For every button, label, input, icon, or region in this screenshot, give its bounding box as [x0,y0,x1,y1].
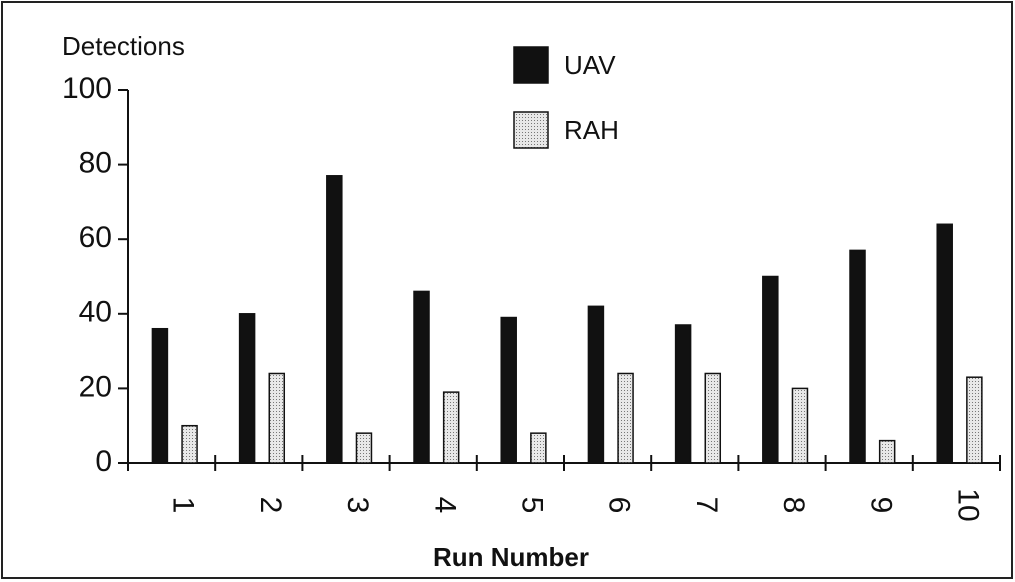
x-tick-label: 10 [951,488,984,521]
bar [355,432,373,464]
bar [151,327,169,464]
bar [238,313,256,464]
bar [413,290,430,464]
x-tick-label: 6 [603,497,636,514]
bar [326,175,343,464]
legend-label: UAV [564,50,616,80]
legend-swatch [513,111,549,149]
y-tick-label: 40 [79,296,112,329]
bar [268,372,286,464]
bar [181,424,198,464]
x-tick-label: 4 [428,497,461,514]
bar [878,439,896,464]
bar [704,372,722,464]
bar [442,391,460,464]
x-tick-label: 3 [341,497,374,514]
bar [587,305,605,464]
y-axis-label: Detections [62,31,185,61]
bar [966,376,983,464]
bar [936,223,953,464]
bar [674,324,692,464]
x-tick-label: 8 [777,497,810,514]
legend-label: RAH [564,115,619,145]
bar [762,275,779,464]
y-tick-label: 100 [62,72,112,105]
x-tick-label: 1 [167,497,200,514]
bar [530,432,547,464]
y-tick-label: 20 [79,370,112,403]
y-tick-label: 60 [79,221,112,254]
bar [791,387,809,464]
x-tick-label: 7 [690,497,723,514]
x-tick-label: 2 [254,497,287,514]
bar [849,249,866,464]
y-tick-label: 0 [95,445,112,478]
bar [617,372,634,464]
y-tick-label: 80 [79,147,112,180]
legend-swatch [513,46,549,84]
x-tick-label: 9 [864,497,897,514]
x-tick-label: 5 [515,497,548,514]
x-axis-label: Run Number [433,542,589,572]
bar [500,316,517,464]
